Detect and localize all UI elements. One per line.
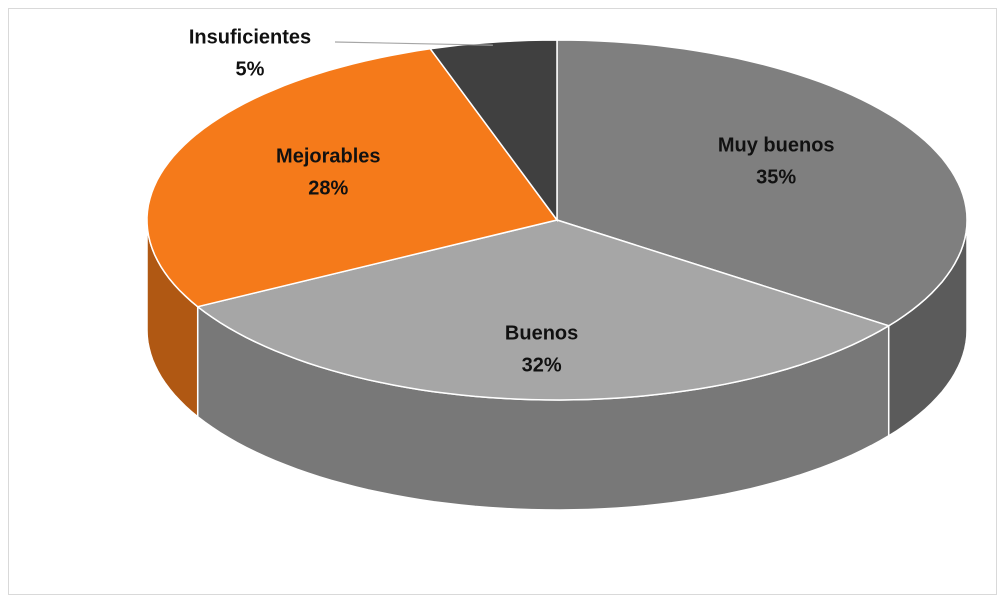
data-label-value: 5%: [236, 58, 265, 80]
data-label-name: Mejorables: [276, 146, 380, 168]
pie-tops: [147, 40, 967, 400]
data-label-value: 32%: [522, 355, 562, 377]
data-label-name: Muy buenos: [718, 134, 835, 156]
data-label-value: 35%: [756, 166, 796, 188]
data-label-name: Buenos: [505, 323, 578, 345]
data-label-name: Insuficientes: [189, 26, 311, 48]
chart: Muy buenos 35% Buenos 32% Mejorables 28% Insuf…: [0, 0, 1005, 603]
data-label-value: 28%: [308, 178, 348, 200]
page: Muy buenos 35% Buenos 32% Mejorables 28% Insuf…: [0, 0, 1005, 608]
